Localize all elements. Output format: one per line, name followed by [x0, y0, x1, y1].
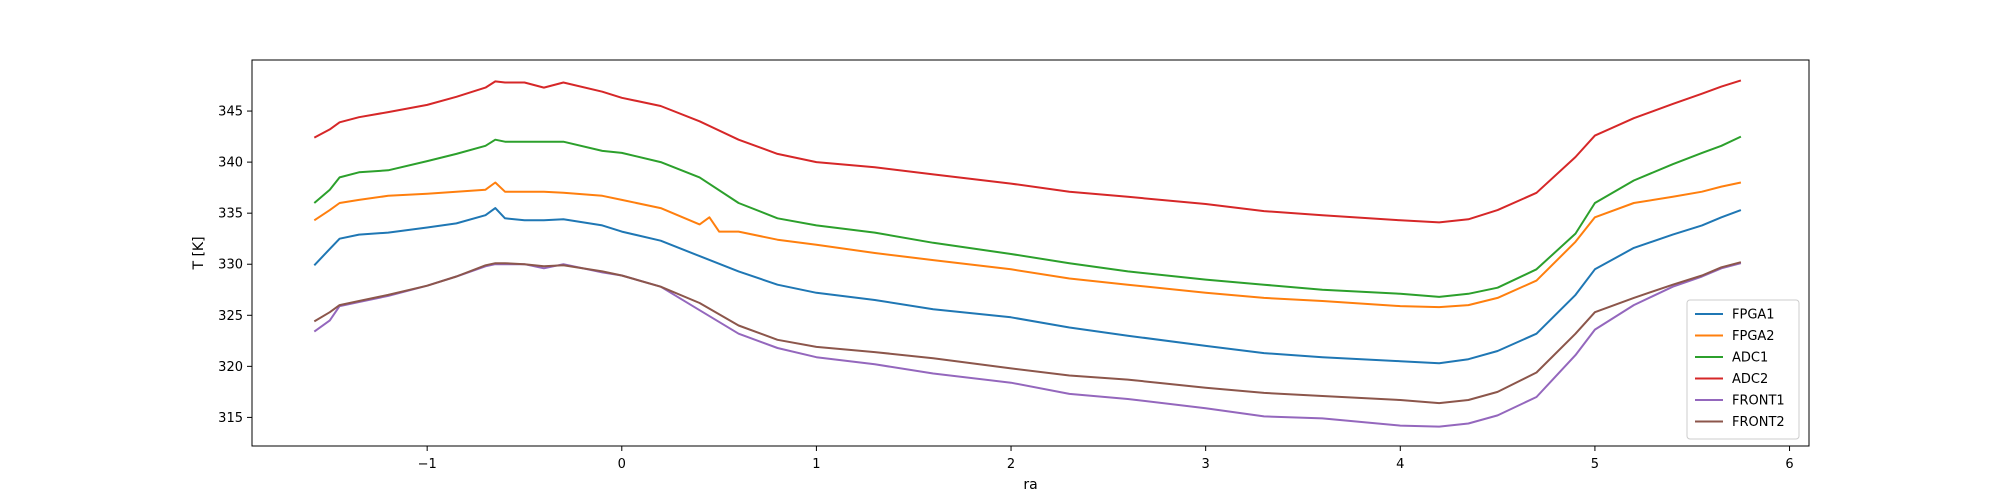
y-tick-label: 325	[218, 309, 243, 324]
series-line-front2	[313, 261, 1742, 405]
x-tick-label: 2	[1007, 457, 1015, 472]
series-line-adc1	[313, 135, 1742, 298]
legend-label: FPGA1	[1732, 308, 1775, 323]
x-tick-label: −1	[418, 457, 437, 472]
series-line-fpga1	[313, 207, 1742, 365]
y-axis-label: T [K]	[191, 236, 207, 270]
x-axis-label: ra	[1023, 477, 1037, 493]
series-line-adc2	[313, 79, 1742, 224]
x-tick-label: 5	[1591, 457, 1599, 472]
y-tick-label: 315	[218, 411, 243, 426]
x-tick-label: 3	[1202, 457, 1210, 472]
x-axis: −1 0 1 2 3 4 5 6	[418, 446, 1794, 472]
y-tick-label: 340	[218, 156, 243, 171]
legend-label: FRONT1	[1732, 394, 1785, 409]
legend-label: ADC1	[1732, 351, 1768, 366]
legend-label: FPGA2	[1732, 329, 1775, 344]
plot-area	[313, 79, 1742, 428]
x-tick-label: 0	[618, 457, 626, 472]
series-line-front1	[313, 262, 1742, 428]
y-axis: 315 320 325 330 335 340 345	[218, 105, 252, 426]
x-tick-label: 4	[1396, 457, 1404, 472]
y-tick-label: 330	[218, 258, 243, 273]
axes-frame	[251, 59, 1810, 447]
y-tick-label: 345	[218, 105, 243, 120]
x-tick-label: 6	[1785, 457, 1793, 472]
y-tick-label: 335	[218, 207, 243, 222]
x-tick-label: 1	[812, 457, 820, 472]
legend-label: FRONT2	[1732, 415, 1785, 430]
y-tick-label: 320	[218, 360, 243, 375]
legend-label: ADC2	[1732, 372, 1768, 387]
series-line-fpga2	[313, 181, 1742, 309]
legend: FPGA1 FPGA2 ADC1 ADC2 FRONT1 FRONT2	[1686, 299, 1800, 440]
